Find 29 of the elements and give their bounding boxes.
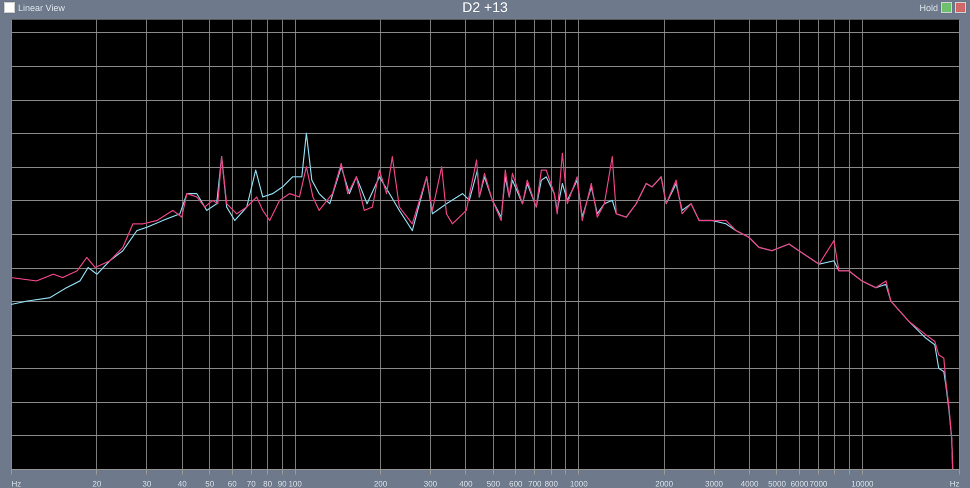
x-tick-label: 7000 <box>810 480 828 488</box>
x-tick-label: 500 <box>486 480 501 488</box>
x-tick-label: 600 <box>509 480 524 488</box>
x-tick-label: 1000 <box>570 480 588 488</box>
x-tick-label: 6000 <box>790 480 809 488</box>
x-tick-label: 70 <box>246 480 256 488</box>
x-tick-label: 20 <box>92 480 102 488</box>
x-tick-label: 5000 <box>768 480 786 488</box>
x-tick-label: 50 <box>205 480 215 488</box>
text: Hold <box>919 2 938 12</box>
x-tick-label: Hz <box>12 480 22 488</box>
x-tick-label: 100 <box>288 480 302 488</box>
x-tick-label: 3000 <box>705 480 724 488</box>
x-tick-label: 200 <box>374 480 388 488</box>
x-tick-label: 30 <box>142 480 152 488</box>
x-tick-label: 10000 <box>851 480 874 488</box>
chart-title: D2 +13 <box>462 0 508 15</box>
x-tick-label: Hz <box>950 480 960 488</box>
x-tick-label: 4000 <box>740 480 759 488</box>
x-tick-label: 300 <box>424 480 438 488</box>
x-tick-label: 60 <box>228 480 238 488</box>
x-tick-label: 400 <box>459 480 474 488</box>
x-tick-label: 700 <box>528 480 542 488</box>
x-tick-label: 80 <box>263 480 273 488</box>
x-tick-label: 90 <box>278 480 288 488</box>
x-tick-label: 800 <box>544 480 558 488</box>
x-tick-label: 40 <box>178 480 188 488</box>
text: Linear View <box>18 2 65 12</box>
x-tick-label: 2000 <box>655 480 674 488</box>
